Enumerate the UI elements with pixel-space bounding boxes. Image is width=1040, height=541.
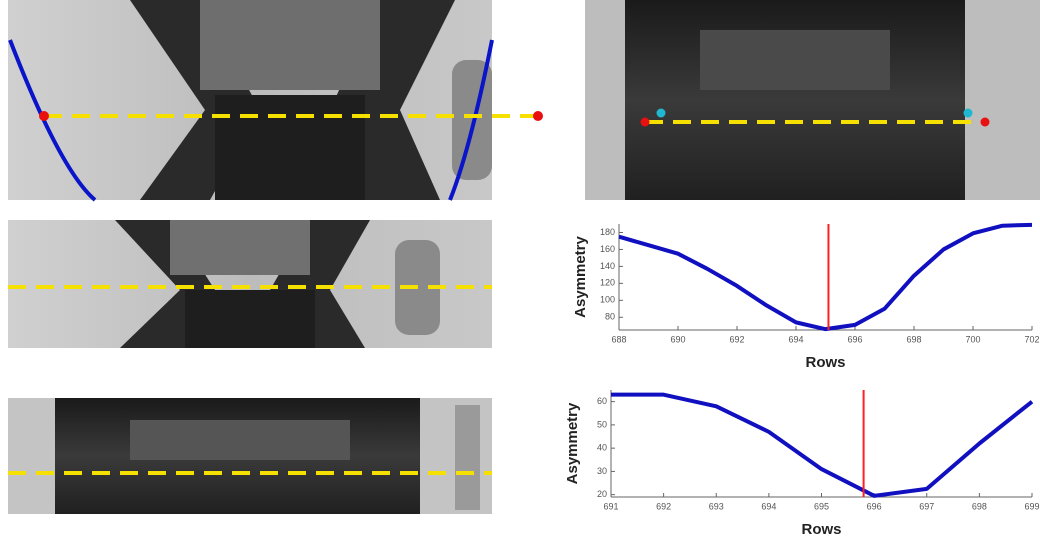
image-panel: [585, 0, 1040, 200]
y-tick-label: 60: [597, 396, 607, 406]
x-tick-label: 692: [729, 334, 744, 344]
x-tick-label: 700: [965, 334, 980, 344]
y-tick-label: 180: [600, 227, 615, 237]
y-axis-label: Asymmetry: [572, 235, 589, 317]
y-tick-label: 20: [597, 489, 607, 499]
x-tick-label: 702: [1024, 334, 1039, 344]
y-tick-label: 80: [605, 312, 615, 322]
y-tick-label: 30: [597, 466, 607, 476]
x-tick-label: 690: [670, 334, 685, 344]
image-panel: [8, 220, 492, 348]
x-tick-label: 695: [814, 501, 829, 511]
y-axis-label: Asymmetry: [564, 402, 581, 484]
x-tick-label: 692: [656, 501, 671, 511]
x-tick-label: 688: [611, 334, 626, 344]
image-panel: [8, 398, 492, 514]
y-tick-label: 50: [597, 419, 607, 429]
y-tick-label: 160: [600, 244, 615, 254]
x-tick-label: 696: [847, 334, 862, 344]
x-tick-label: 691: [603, 501, 618, 511]
x-tick-label: 697: [919, 501, 934, 511]
data-line: [618, 222, 1033, 332]
y-tick-label: 100: [600, 295, 615, 305]
y-tick-label: 140: [600, 261, 615, 271]
x-tick-label: 698: [906, 334, 921, 344]
charts: 80 100 120 140 160 180 688 690 692 694 696 698 700 70…: [564, 222, 1040, 538]
x-tick-label: 694: [761, 501, 776, 511]
y-tick-label: 120: [600, 278, 615, 288]
image-panel: [8, 0, 543, 202]
x-tick-label: 694: [788, 334, 803, 344]
x-tick-label: 696: [867, 501, 882, 511]
x-axis-label: Rows: [805, 354, 845, 371]
x-tick-label: 693: [709, 501, 724, 511]
x-tick-label: 698: [972, 501, 987, 511]
data-line: [611, 392, 1034, 498]
x-tick-label: 699: [1024, 501, 1039, 511]
x-axis-label: Rows: [801, 521, 841, 538]
y-tick-label: 40: [597, 443, 607, 453]
